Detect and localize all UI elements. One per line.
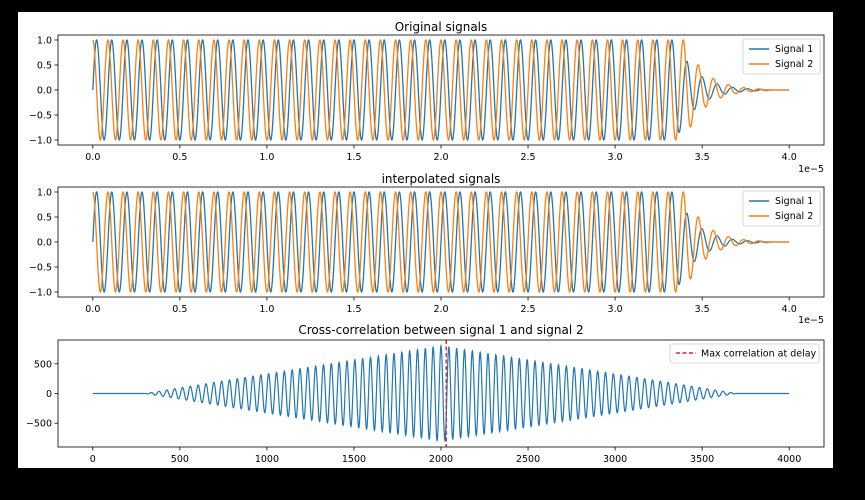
- x-tick-label: 0.0: [85, 304, 100, 315]
- y-tick-label: 0: [46, 389, 52, 400]
- y-tick-label: −500: [26, 419, 52, 430]
- legend-box: [742, 190, 821, 227]
- series-line-signal-1: [92, 190, 790, 294]
- x-tick-label: 2.0: [433, 304, 448, 315]
- x-tick-labels: 0.0 0.5 1.0 1.5 2.0 2.5 3.0 3.5 4.0: [85, 145, 797, 163]
- x-tick-label: 500: [171, 454, 189, 465]
- y-tick-labels: 1.0 0.5 0.0 −0.5 −1.0: [29, 36, 58, 147]
- x-tick-label: 4.0: [782, 152, 797, 163]
- y-tick-label: −1.0: [29, 288, 52, 299]
- series-line-signal-2: [92, 38, 790, 142]
- y-tick-label: 0.5: [37, 61, 52, 72]
- x-tick-label: 1.0: [259, 304, 274, 315]
- plot-frame: [57, 339, 825, 448]
- legend-box: [742, 38, 821, 75]
- x-tick-label: 0.5: [172, 304, 187, 315]
- x-tick-label: 0.0: [85, 152, 100, 163]
- x-multiplier: 1e−5: [798, 164, 824, 175]
- x-tick-label: 3500: [690, 454, 714, 465]
- y-tick-labels: 500 0 −500: [26, 359, 58, 430]
- x-tick-label: 3.5: [695, 304, 710, 315]
- legend: Max correlation at delay: [669, 343, 820, 364]
- chart-title: Original signals: [395, 20, 488, 34]
- x-tick-label: 3000: [603, 454, 627, 465]
- x-tick-label: 0: [90, 454, 96, 465]
- x-tick-label: 1500: [342, 454, 366, 465]
- x-tick-label: 1.0: [259, 152, 274, 163]
- x-tick-label: 2000: [429, 454, 453, 465]
- x-tick-label: 2.5: [520, 304, 535, 315]
- x-tick-labels: 0 500 1000 1500 2000 2500 3000 3500 4000: [90, 447, 801, 465]
- x-multiplier: 1e−5: [798, 315, 824, 326]
- chart-title: Cross-correlation between signal 1 and s…: [298, 323, 583, 337]
- x-tick-label: 4.0: [782, 304, 797, 315]
- x-tick-label: 2.5: [520, 152, 535, 163]
- x-tick-label: 0.5: [172, 152, 187, 163]
- chart-interpolated-signals: interpolated signals 0.0 0.5 1.0 1.5 2.0 2.5 3…: [29, 172, 825, 326]
- y-tick-label: 0.5: [37, 213, 52, 224]
- y-tick-label: −0.5: [29, 263, 52, 274]
- legend: Signal 1 Signal 2: [742, 38, 821, 75]
- plot-frame: [57, 186, 825, 298]
- y-tick-label: 0.0: [37, 238, 52, 249]
- x-tick-label: 1000: [255, 454, 279, 465]
- plot-frame: [57, 34, 825, 146]
- x-tick-label: 2.0: [433, 152, 448, 163]
- y-tick-label: 1.0: [37, 36, 52, 47]
- x-tick-label: 2500: [516, 454, 540, 465]
- y-tick-label: 1.0: [37, 188, 52, 199]
- series-line-signal-1: [92, 38, 790, 142]
- x-tick-label: 4000: [777, 454, 801, 465]
- legend-label-signal-2: Signal 2: [775, 211, 813, 222]
- series-lines: [92, 38, 790, 142]
- y-tick-label: 500: [34, 359, 52, 370]
- legend-label-signal-1: Signal 1: [775, 196, 813, 207]
- x-tick-labels: 0.0 0.5 1.0 1.5 2.0 2.5 3.0 3.5 4.0: [85, 297, 797, 315]
- series-line-cross-correlation: [92, 343, 790, 443]
- legend-label-signal-1: Signal 1: [775, 44, 813, 55]
- x-tick-label: 1.5: [346, 304, 361, 315]
- y-tick-label: −1.0: [29, 136, 52, 147]
- y-tick-label: −0.5: [29, 111, 52, 122]
- legend: Signal 1 Signal 2: [742, 190, 821, 227]
- legend-label-signal-2: Signal 2: [775, 59, 813, 70]
- series-line-signal-2: [92, 190, 790, 294]
- y-tick-labels: 1.0 0.5 0.0 −0.5 −1.0: [29, 188, 58, 299]
- legend-box: [669, 343, 820, 364]
- series-lines: [92, 340, 790, 447]
- chart-original-signals: Original signals 0.0 0.5 1.0 1.5 2.0 2.5 3.0 3.…: [29, 20, 825, 175]
- x-tick-label: 3.0: [608, 152, 623, 163]
- x-tick-label: 3.0: [608, 304, 623, 315]
- x-tick-label: 1.5: [346, 152, 361, 163]
- series-lines: [92, 190, 790, 294]
- chart-title: interpolated signals: [382, 172, 501, 186]
- legend-label-max-correlation: Max correlation at delay: [701, 349, 817, 360]
- chart-cross-correlation: Cross-correlation between signal 1 and s…: [26, 323, 825, 465]
- y-tick-label: 0.0: [37, 86, 52, 97]
- x-tick-label: 3.5: [695, 152, 710, 163]
